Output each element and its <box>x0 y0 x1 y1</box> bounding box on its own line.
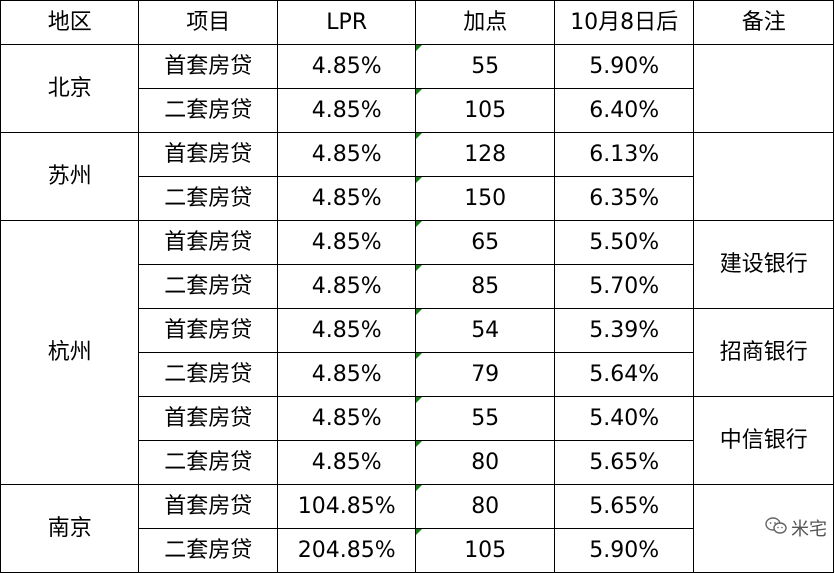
lpr-cell[interactable]: 4.85% <box>276 308 417 353</box>
header-row: 地区 项目 LPR 加点 10月8日后 备注 <box>0 0 834 45</box>
points-cell[interactable]: 79 <box>415 352 555 397</box>
table-row: 北京 首套房贷 4.85% 55 5.90% <box>0 44 834 133</box>
item-cell[interactable]: 首套房贷 <box>138 484 278 529</box>
item-cell[interactable]: 首套房贷 <box>138 44 278 89</box>
watermark: 米宅 <box>765 515 827 541</box>
header-region[interactable]: 地区 <box>0 0 140 45</box>
after-cell[interactable]: 5.90% <box>553 528 695 573</box>
item-cell[interactable]: 首套房贷 <box>138 132 278 177</box>
notes-cell[interactable]: 中信银行 <box>693 396 834 485</box>
item-cell[interactable]: 首套房贷 <box>138 308 278 353</box>
after-cell[interactable]: 5.90% <box>553 44 695 89</box>
header-points[interactable]: 加点 <box>415 0 555 45</box>
table-row: 苏州 首套房贷 4.85% 128 6.13% <box>0 132 834 221</box>
item-cell[interactable]: 二套房贷 <box>138 352 278 397</box>
lpr-cell[interactable]: 4.85% <box>276 352 417 397</box>
lpr-cell[interactable]: 4.85% <box>276 396 417 441</box>
points-cell[interactable]: 85 <box>415 264 555 309</box>
header-notes[interactable]: 备注 <box>693 0 834 45</box>
after-cell[interactable]: 5.39% <box>553 308 695 353</box>
after-cell[interactable]: 5.40% <box>553 396 695 441</box>
points-cell[interactable]: 55 <box>415 396 555 441</box>
header-after[interactable]: 10月8日后 <box>553 0 695 45</box>
item-cell[interactable]: 二套房贷 <box>138 528 278 573</box>
table-row: 二套房贷 204.85% 105 5.90% <box>1 528 834 573</box>
notes-cell[interactable]: 招商银行 <box>693 308 834 397</box>
lpr-cell[interactable]: 4.85% <box>276 220 417 265</box>
lpr-cell[interactable]: 4.85% <box>276 176 417 221</box>
points-cell[interactable]: 150 <box>415 176 555 221</box>
notes-cell[interactable] <box>693 44 834 133</box>
item-cell[interactable]: 二套房贷 <box>138 176 278 221</box>
lpr-cell[interactable]: 4.85% <box>276 132 417 177</box>
table-row: 二套房贷 4.85% 150 6.35% <box>1 176 834 221</box>
watermark-text: 米宅 <box>791 519 827 540</box>
table-row: 杭州 首套房贷 4.85% 65 5.50% 建设银行 <box>0 220 834 485</box>
lpr-cell[interactable]: 4.85% <box>276 264 417 309</box>
table-row: 首套房贷 4.85% 55 5.40% 中信银行 <box>1 396 834 485</box>
lpr-cell[interactable]: 4.85% <box>276 88 417 133</box>
notes-cell[interactable] <box>693 132 834 221</box>
region-cell[interactable]: 北京 <box>0 44 140 133</box>
after-cell[interactable]: 5.64% <box>553 352 695 397</box>
item-cell[interactable]: 首套房贷 <box>138 220 278 265</box>
wechat-icon <box>765 516 787 540</box>
after-cell[interactable]: 5.70% <box>553 264 695 309</box>
region-cell[interactable]: 杭州 <box>0 220 140 485</box>
item-cell[interactable]: 二套房贷 <box>138 440 278 485</box>
table-row: 首套房贷 4.85% 54 5.39% 招商银行 <box>1 308 834 397</box>
item-cell[interactable]: 二套房贷 <box>138 88 278 133</box>
lpr-cell[interactable]: 4.85% <box>276 440 417 485</box>
region-cell[interactable]: 南京 <box>0 484 140 573</box>
after-cell[interactable]: 6.13% <box>553 132 695 177</box>
points-cell[interactable]: 55 <box>415 44 555 89</box>
table-row: 南京 首套房贷 104.85% 80 5.65% <box>0 484 834 573</box>
header-lpr[interactable]: LPR <box>276 0 417 45</box>
points-cell[interactable]: 105 <box>415 88 555 133</box>
lpr-cell[interactable]: 4.85% <box>276 44 417 89</box>
table-row: 二套房贷 4.85% 105 6.40% <box>1 88 834 133</box>
region-cell[interactable]: 苏州 <box>0 132 140 221</box>
points-cell[interactable]: 65 <box>415 220 555 265</box>
points-cell[interactable]: 80 <box>415 440 555 485</box>
after-cell[interactable]: 5.65% <box>553 484 695 529</box>
after-cell[interactable]: 6.40% <box>553 88 695 133</box>
notes-cell[interactable]: 建设银行 <box>693 220 834 309</box>
table-row: 二套房贷 4.85% 79 5.64% <box>1 352 834 397</box>
after-cell[interactable]: 5.50% <box>553 220 695 265</box>
points-cell[interactable]: 80 <box>415 484 555 529</box>
points-cell[interactable]: 54 <box>415 308 555 353</box>
after-cell[interactable]: 6.35% <box>553 176 695 221</box>
table-row: 二套房贷 4.85% 85 5.70% <box>1 264 834 309</box>
item-cell[interactable]: 二套房贷 <box>138 264 278 309</box>
points-cell[interactable]: 128 <box>415 132 555 177</box>
notes-cell[interactable] <box>693 484 834 573</box>
item-cell[interactable]: 首套房贷 <box>138 396 278 441</box>
after-cell[interactable]: 5.65% <box>553 440 695 485</box>
lpr-cell[interactable]: 204.85% <box>276 528 417 573</box>
lpr-cell[interactable]: 104.85% <box>276 484 417 529</box>
header-item[interactable]: 项目 <box>138 0 278 45</box>
points-cell[interactable]: 105 <box>415 528 555 573</box>
